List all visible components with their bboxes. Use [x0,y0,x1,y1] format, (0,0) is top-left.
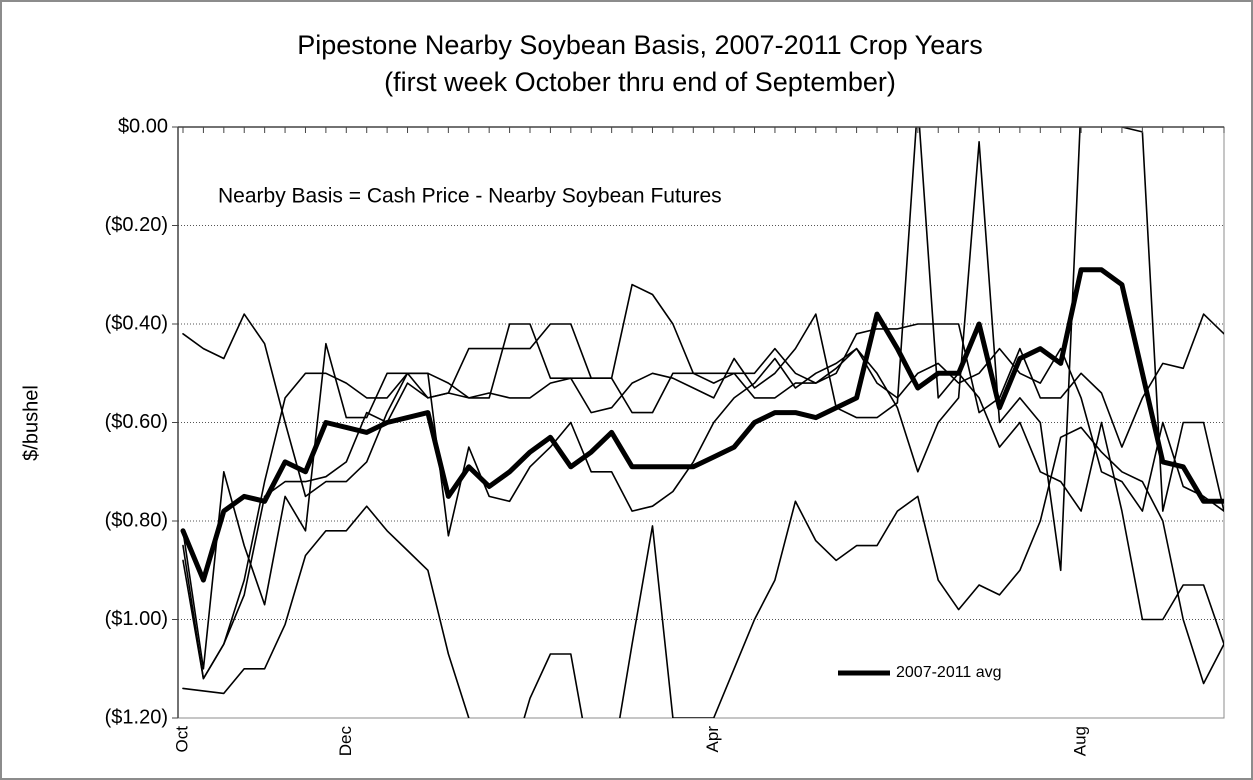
series-line [182,323,1224,680]
x-tick-label: Aug [1071,726,1090,756]
x-tick-label: Oct [172,726,191,753]
y-tick-label: ($0.80) [105,509,168,531]
average-line [180,267,1224,583]
y-tick-label: ($0.60) [105,411,168,433]
y-axis-label: $/bushel [20,385,42,461]
y-tick-label: ($1.00) [105,608,168,630]
series-lines [180,127,1224,718]
y-tick-label: $0.00 [118,115,168,137]
annotation: Nearby Basis = Cash Price - Nearby Soybe… [218,185,722,208]
y-tick-label: ($0.40) [105,312,168,334]
series-line [182,127,1224,680]
series-line [182,426,1224,718]
y-tick-label: ($1.20) [105,706,168,728]
legend-label: 2007-2011 avg [896,664,1002,681]
chart-title: Pipestone Nearby Soybean Basis, 2007-201… [297,30,982,60]
series-line [182,283,1224,498]
grid [178,225,1224,620]
axes: ($1.20) ($1.00) ($0.80) ($0.60) ($0.40) ($0.2… [105,115,1225,757]
x-tick-label: Dec [336,726,355,757]
y-tick-label: ($0.20) [105,214,168,236]
x-tick-label: Apr [703,726,722,753]
chart-subtitle: (first week October thru end of Septembe… [384,67,896,97]
